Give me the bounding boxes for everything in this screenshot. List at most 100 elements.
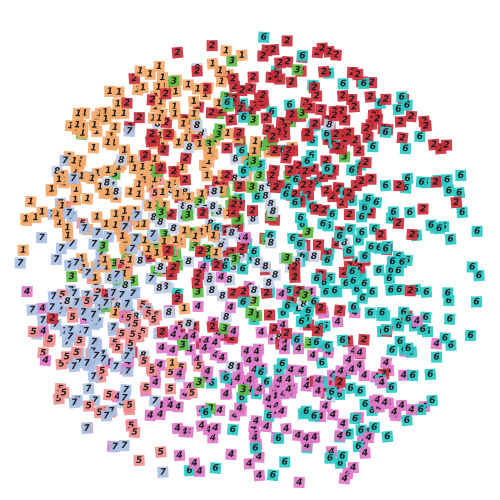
digit-thumbnail-glyph: 6 [222, 373, 229, 384]
digit-thumbnail-glyph: 6 [427, 370, 434, 380]
digit-thumbnail-glyph: 2 [407, 286, 413, 296]
digit-thumbnail-glyph: 7 [73, 258, 80, 268]
digit-thumbnail-glyph: 5 [157, 447, 164, 457]
digit-thumbnail-glyph: 2 [194, 278, 201, 288]
digit-thumbnail-glyph: 6 [400, 308, 407, 318]
digit-thumbnail-background [17, 244, 29, 256]
digit-thumbnail-background [104, 85, 116, 97]
digit-thumbnail-glyph: 1 [174, 190, 181, 200]
digit-1-point: 1 [113, 86, 125, 98]
digit-thumbnail-glyph: 4 [38, 304, 46, 315]
digit-thumbnail-glyph: 2 [346, 128, 352, 138]
digit-6-point: 6 [315, 356, 328, 369]
digit-thumbnail-glyph: 8 [311, 252, 318, 262]
digit-1-point: 1 [86, 172, 99, 185]
digit-thumbnail-glyph: 2 [292, 263, 298, 273]
digit-thumbnail-background [300, 379, 313, 392]
digit-1-point: 1 [87, 142, 100, 154]
digit-6-point: 6 [399, 142, 412, 155]
digit-thumbnail-glyph: 2 [171, 167, 178, 177]
digit-thumbnail-background [192, 300, 204, 313]
digit-thumbnail-glyph: 7 [113, 362, 120, 372]
digit-3-point: 3 [245, 307, 257, 319]
digit-thumbnail-glyph: 1 [39, 207, 46, 217]
digit-2-point: 2 [330, 128, 343, 141]
digit-thumbnail-glyph: 6 [324, 256, 331, 267]
digit-thumbnail-glyph: 5 [167, 368, 173, 378]
digit-4-point: 4 [192, 300, 204, 313]
digit-thumbnail-glyph: 6 [458, 171, 464, 181]
digit-thumbnail-glyph: 6 [280, 308, 287, 319]
digit-thumbnail-glyph: 8 [113, 187, 119, 197]
digit-6-point: 6 [381, 430, 394, 443]
digit-thumbnail-glyph: 6 [345, 429, 352, 439]
digit-thumbnail-glyph: 2 [49, 314, 56, 325]
digit-thumbnail-glyph: 1 [73, 185, 80, 195]
digit-thumbnail-glyph: 1 [112, 221, 119, 232]
digit-thumbnail-glyph: 3 [341, 152, 347, 162]
digit-thumbnail-glyph: 2 [224, 143, 230, 153]
digit-thumbnail-glyph: 4 [310, 432, 318, 442]
digit-thumbnail-glyph: 1 [183, 134, 189, 144]
digit-4-point: 4 [156, 342, 168, 354]
digit-6-point: 6 [415, 176, 428, 189]
digit-3-point: 3 [192, 286, 204, 298]
digit-5-point: 5 [81, 295, 93, 308]
digit-4-point: 4 [213, 404, 226, 417]
digit-thumbnail-glyph: 2 [363, 124, 370, 134]
digit-thumbnail-glyph: 7 [110, 323, 117, 333]
digit-2-point: 2 [302, 127, 314, 140]
digit-thumbnail-glyph: 5 [84, 297, 91, 307]
digit-1-point: 1 [69, 193, 82, 206]
digit-thumbnail-glyph: 3 [302, 291, 309, 301]
digit-thumbnail-glyph: 2 [310, 165, 316, 175]
digit-5-point: 5 [70, 346, 83, 359]
digit-thumbnail-glyph: 2 [304, 129, 311, 139]
digit-thumbnail-glyph: 2 [142, 151, 149, 161]
digit-thumbnail-glyph: 5 [30, 327, 37, 337]
digit-thumbnail-glyph: 8 [209, 286, 215, 296]
digit-thumbnail-glyph: 7 [149, 230, 156, 240]
digit-7-point: 7 [80, 422, 93, 435]
digit-2-point: 2 [311, 90, 323, 102]
digit-thumbnail-glyph: 5 [128, 421, 135, 432]
digit-thumbnail-background [36, 232, 48, 244]
digit-2-point: 2 [46, 312, 59, 325]
digit-thumbnail-glyph: 1 [94, 127, 101, 137]
digit-thumbnail-glyph: 2 [272, 146, 279, 156]
digit-thumbnail-glyph: 5 [177, 363, 184, 374]
digit-thumbnail-glyph: 4 [211, 338, 219, 348]
digit-thumbnail-glyph: 2 [302, 167, 309, 177]
digit-thumbnail-glyph: 6 [339, 336, 346, 346]
digit-2-point: 2 [427, 138, 440, 151]
digit-thumbnail-glyph: 4 [340, 474, 348, 485]
digit-thumbnail-glyph: 6 [429, 396, 436, 406]
digit-thumbnail-glyph: 4 [277, 407, 285, 417]
digit-thumbnail-glyph: 2 [270, 45, 277, 55]
digit-thumbnail-glyph: 7 [80, 308, 87, 318]
digit-5-point: 5 [186, 387, 198, 399]
scatter-points: 2464483644614868534643667411561781272417… [14, 31, 485, 489]
digit-6-point: 6 [392, 265, 404, 277]
digit-thumbnail-background [133, 112, 145, 124]
digit-thumbnail-glyph: 8 [206, 275, 213, 285]
digit-6-point: 6 [346, 164, 358, 176]
digit-6-point: 6 [328, 284, 341, 297]
digit-thumbnail-glyph: 6 [446, 314, 453, 324]
digit-thumbnail-glyph: 2 [124, 99, 130, 109]
digit-7-point: 7 [68, 396, 81, 409]
digit-thumbnail-glyph: 6 [296, 239, 303, 249]
digit-6-point: 6 [414, 130, 426, 143]
digit-6-point: 6 [376, 307, 388, 319]
digit-thumbnail-glyph: 1 [154, 248, 161, 258]
digit-thumbnail-glyph: 8 [265, 279, 271, 289]
digit-thumbnail-glyph: 2 [331, 111, 337, 121]
digit-1-point: 1 [36, 206, 48, 218]
digit-1-point: 1 [201, 170, 213, 182]
digit-2-point: 2 [332, 141, 344, 153]
digit-thumbnail-glyph: 7 [48, 303, 55, 313]
digit-thumbnail-glyph: 6 [313, 274, 320, 284]
digit-6-point: 6 [367, 140, 379, 153]
digit-4-point: 4 [227, 325, 240, 338]
